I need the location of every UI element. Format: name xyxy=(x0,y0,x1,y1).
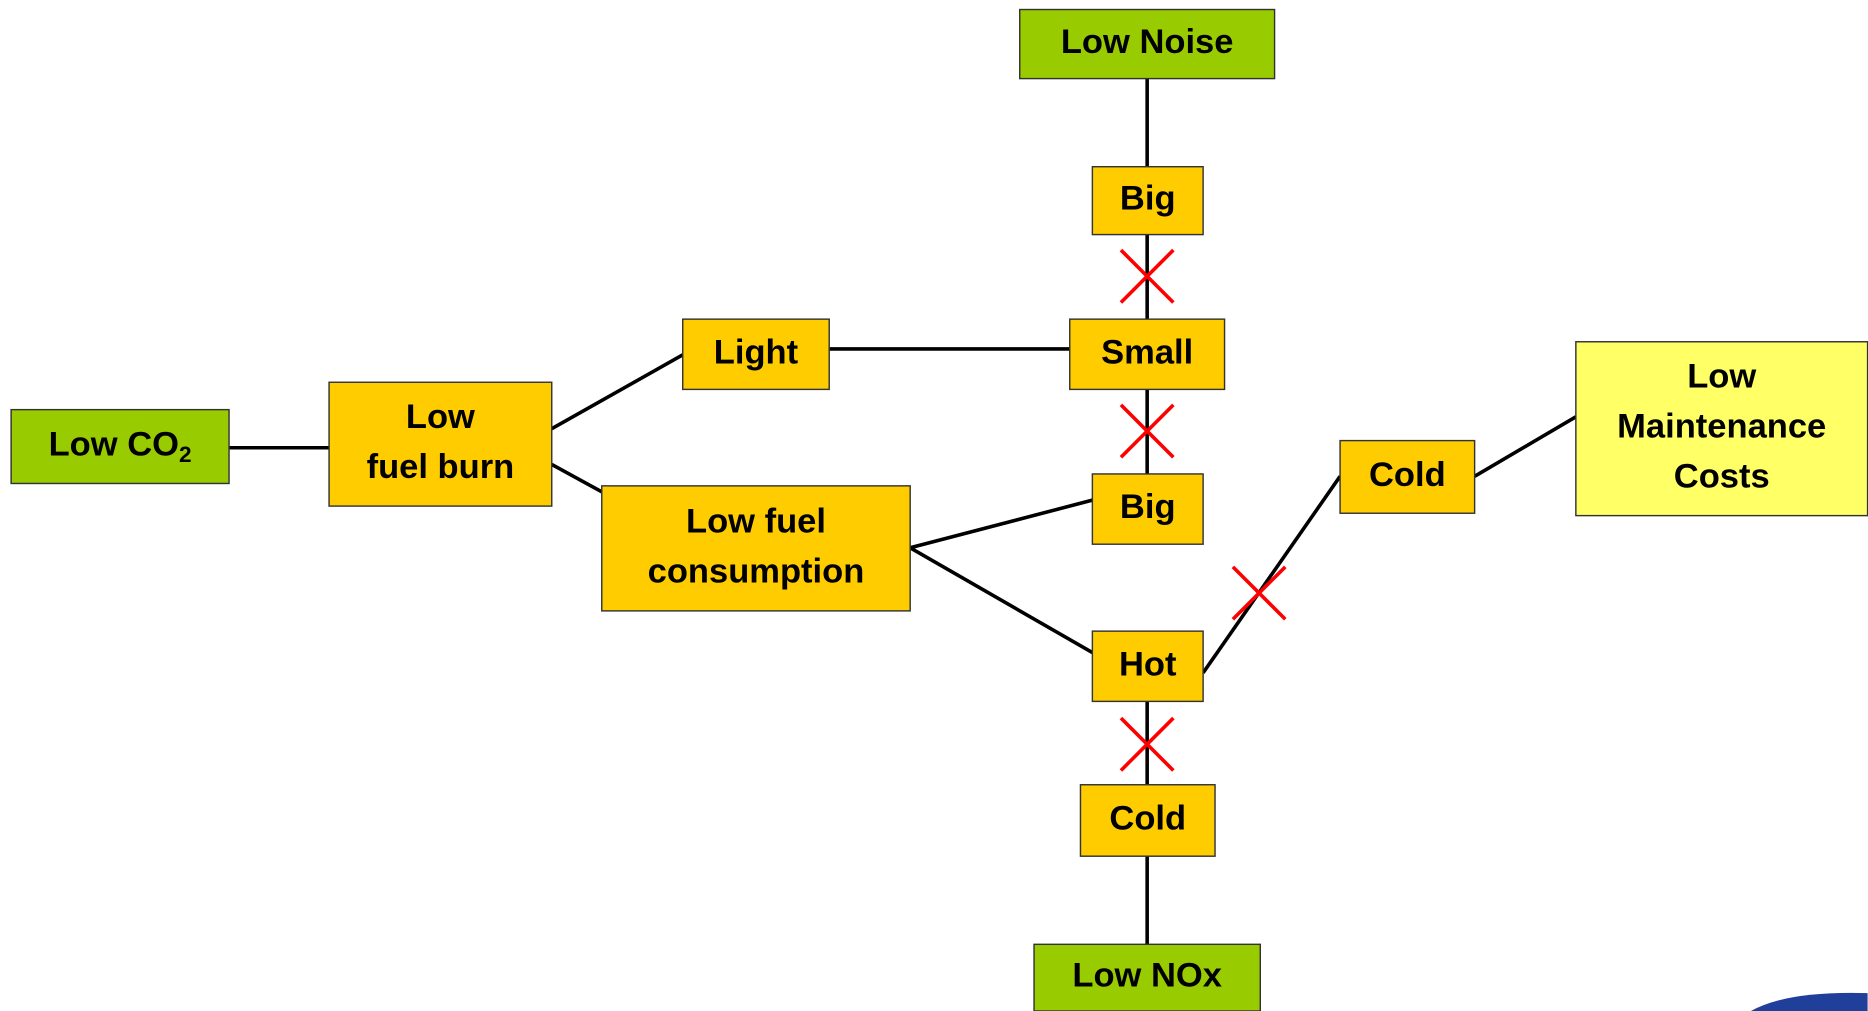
label-text: Low xyxy=(406,398,475,436)
node-box xyxy=(1019,8,1276,80)
label-text: Big xyxy=(1120,488,1176,526)
node-box xyxy=(601,485,911,612)
node-label: fuel burn xyxy=(367,448,515,486)
node: Cold xyxy=(1339,439,1476,514)
conflict-x xyxy=(1119,716,1175,772)
connector xyxy=(909,546,1094,655)
label-text: Cold xyxy=(1109,800,1186,838)
label-text: Cold xyxy=(1369,456,1446,494)
connector xyxy=(550,462,603,494)
label-text: Light xyxy=(714,333,799,371)
node-label: Hot xyxy=(1119,645,1177,683)
node: Low Noise xyxy=(1019,8,1276,80)
node-label: Low fuel xyxy=(686,502,826,540)
node: Low CO2 xyxy=(10,408,230,485)
label-text: Low Noise xyxy=(1061,23,1234,61)
node-label: Low CO2 xyxy=(49,426,192,467)
node-box xyxy=(1033,943,1261,1011)
label-text: Big xyxy=(1120,180,1176,218)
node: Light xyxy=(682,318,830,391)
node-label: Big xyxy=(1120,180,1176,218)
label-text: fuel burn xyxy=(367,448,515,486)
node: Small xyxy=(1069,318,1226,391)
node-box xyxy=(328,381,553,507)
node-label: Low xyxy=(1687,358,1756,396)
node-label: Costs xyxy=(1674,458,1770,496)
label-text: Low CO xyxy=(49,426,179,464)
logo-fragment xyxy=(1750,992,1868,1011)
conflict-x xyxy=(1119,248,1175,304)
label-subscript: 2 xyxy=(179,442,192,467)
connector xyxy=(1201,475,1342,674)
conflict-x xyxy=(1231,565,1287,621)
node: Low NOx xyxy=(1033,943,1261,1011)
node-box xyxy=(1091,473,1204,545)
node-box xyxy=(10,408,230,485)
node: Low fuel burn xyxy=(328,381,553,507)
node-label: Light xyxy=(714,333,799,371)
node: Big xyxy=(1091,473,1204,545)
node: Hot xyxy=(1091,630,1204,703)
node-label: Low NOx xyxy=(1072,957,1222,995)
label-text: Costs xyxy=(1674,458,1770,496)
node-label: consumption xyxy=(648,553,865,591)
node-label: Low xyxy=(406,398,475,436)
node-box xyxy=(1069,318,1226,391)
node-box xyxy=(1339,439,1476,514)
label-text: Low xyxy=(1687,358,1756,396)
conflict-x xyxy=(1119,403,1175,459)
label-text: consumption xyxy=(648,553,865,591)
label-text: Small xyxy=(1101,333,1193,371)
label-text: Low NOx xyxy=(1072,957,1222,995)
connectors xyxy=(229,78,1577,945)
node: Low fuel consumption xyxy=(601,485,911,612)
node-box xyxy=(1575,341,1868,517)
node: Big xyxy=(1091,165,1204,236)
node-box xyxy=(682,318,830,391)
node: Cold xyxy=(1079,784,1216,857)
node-label: Cold xyxy=(1369,456,1446,494)
label-text: Hot xyxy=(1119,645,1177,683)
node-label: Small xyxy=(1101,333,1193,371)
connector xyxy=(909,498,1093,550)
node-label: Low Noise xyxy=(1061,23,1234,61)
nodes: Low Noise Big Small Light Low CO2 Low fuel bur… xyxy=(10,8,1868,1011)
label-text: Maintenance xyxy=(1617,408,1826,446)
conflict-marks xyxy=(1119,248,1287,772)
node-box xyxy=(1091,165,1204,236)
node-box xyxy=(1079,784,1216,857)
node-label: Cold xyxy=(1109,800,1186,838)
node-label: Big xyxy=(1120,488,1176,526)
node-label: Maintenance xyxy=(1617,408,1826,446)
label-text: Low fuel xyxy=(686,502,826,540)
node: Low Maintenance Costs xyxy=(1575,341,1868,517)
connector xyxy=(1473,415,1577,478)
connector xyxy=(550,353,684,431)
node-box xyxy=(1091,630,1204,703)
